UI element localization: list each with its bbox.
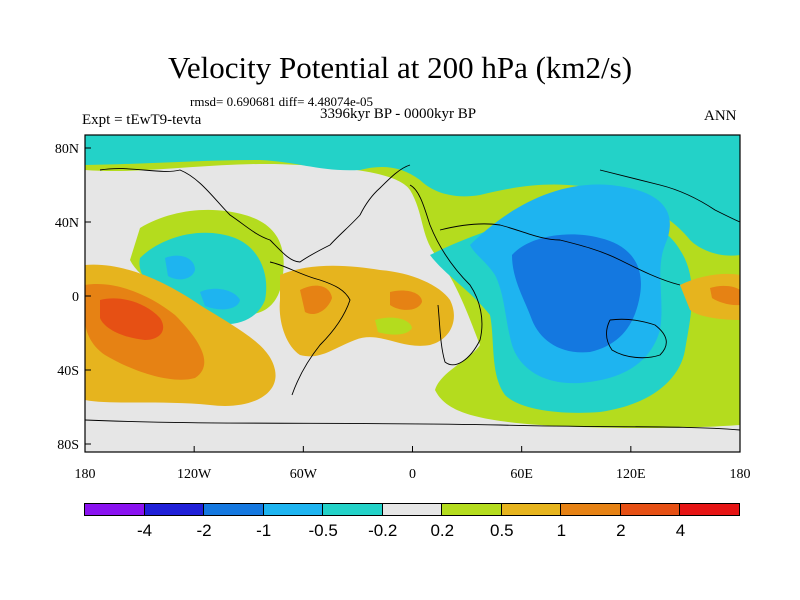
experiment-label: Expt = tEwT9-tevta bbox=[82, 112, 202, 128]
contour-max-core bbox=[100, 298, 164, 340]
x-tick-label: 120W bbox=[177, 467, 212, 482]
coastlines bbox=[85, 164, 740, 431]
colorbar-label: 2 bbox=[616, 521, 626, 540]
y-tick-label: 40S bbox=[57, 364, 79, 379]
colorbar-swatch bbox=[143, 503, 205, 516]
season-label: ANN bbox=[704, 108, 737, 124]
colorbar-label: 4 bbox=[675, 521, 686, 540]
colorbar-label: -4 bbox=[136, 521, 153, 540]
colorbar-swatch bbox=[262, 503, 324, 516]
x-tick-label: 60E bbox=[510, 467, 533, 482]
colorbar-swatch bbox=[322, 503, 383, 516]
contour-north-band bbox=[85, 135, 740, 256]
colorbar-label: -1 bbox=[256, 521, 272, 540]
contour-field bbox=[85, 135, 740, 452]
colorbar-label: 1 bbox=[556, 521, 567, 540]
y-tick-label: 80S bbox=[57, 438, 79, 453]
colorbar-swatch bbox=[619, 503, 681, 516]
colorbar-label: 0.2 bbox=[430, 521, 455, 540]
axis-ticks: 180 120W 60W 0 60E 120E 180 80N 40N 0 40S 80S bbox=[55, 142, 751, 482]
colorbar-swatch bbox=[381, 503, 443, 516]
x-tick-label: 60W bbox=[290, 467, 318, 482]
x-tick-label: 180 bbox=[730, 467, 751, 482]
x-tick-label: 180 bbox=[75, 467, 96, 482]
y-tick-label: 80N bbox=[55, 142, 79, 157]
x-tick-label: 120E bbox=[616, 467, 646, 482]
colorbar-label: -0.5 bbox=[308, 521, 338, 540]
colorbar-swatch bbox=[500, 503, 562, 516]
colorbar bbox=[84, 503, 741, 516]
colorbar-swatch bbox=[84, 503, 145, 516]
colorbar-swatch bbox=[203, 503, 264, 516]
y-tick-label: 40N bbox=[55, 216, 79, 231]
colorbar-swatch bbox=[679, 503, 741, 516]
colorbar-label: -2 bbox=[196, 521, 212, 540]
map-title: Velocity Potential at 200 hPa (km2/s) bbox=[167, 50, 633, 85]
colorbar-label: 0.5 bbox=[489, 521, 514, 540]
colorbar-swatch bbox=[560, 503, 621, 516]
colorbar-swatch bbox=[441, 503, 502, 516]
colorbar-label: -0.2 bbox=[368, 521, 398, 540]
x-tick-label: 0 bbox=[409, 467, 416, 482]
period-label: 3396kyr BP - 0000kyr BP bbox=[320, 106, 477, 122]
y-tick-label: 0 bbox=[72, 290, 79, 305]
stats-label: rmsd= 0.690681 diff= 4.48074e-05 bbox=[190, 94, 374, 109]
